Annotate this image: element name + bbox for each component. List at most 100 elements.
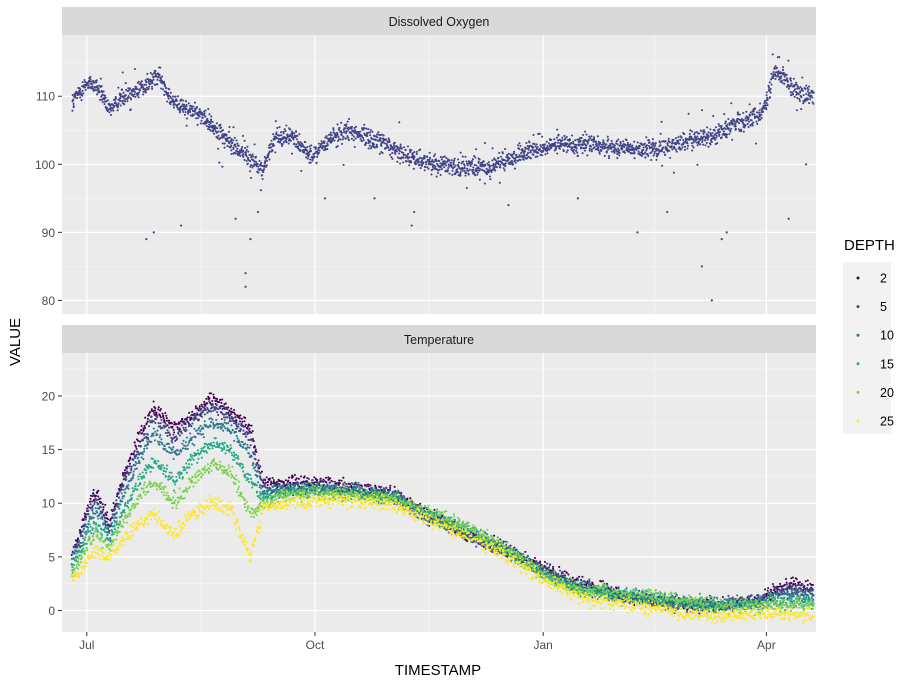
data-point xyxy=(490,169,492,171)
data-point xyxy=(543,146,545,148)
data-point xyxy=(217,148,219,150)
data-point xyxy=(306,146,308,148)
data-point xyxy=(711,135,713,137)
data-point xyxy=(599,142,601,144)
data-point xyxy=(576,152,578,154)
data-point xyxy=(156,79,158,81)
data-point xyxy=(154,70,156,72)
data-point xyxy=(221,399,223,401)
data-point xyxy=(641,152,643,154)
data-point xyxy=(289,129,291,131)
data-point xyxy=(752,124,754,126)
data-point xyxy=(351,126,353,128)
data-point xyxy=(744,124,746,126)
data-point xyxy=(647,153,649,155)
data-point xyxy=(270,146,272,148)
data-point xyxy=(304,141,306,143)
data-point xyxy=(341,132,343,134)
data-point xyxy=(179,108,181,110)
data-point xyxy=(698,612,700,614)
data-point xyxy=(258,160,260,162)
data-point xyxy=(208,400,210,402)
data-point xyxy=(573,149,575,151)
data-point xyxy=(239,420,241,422)
data-point xyxy=(241,418,243,420)
data-point xyxy=(87,513,89,515)
data-point xyxy=(491,159,493,161)
data-point xyxy=(629,143,631,145)
data-point xyxy=(691,149,693,151)
data-point xyxy=(77,537,79,539)
data-point xyxy=(649,141,651,143)
data-point xyxy=(684,149,686,151)
data-point xyxy=(319,479,321,481)
data-point xyxy=(499,166,501,168)
data-point xyxy=(516,549,518,551)
data-point xyxy=(775,75,777,77)
data-point xyxy=(558,566,560,568)
data-point xyxy=(767,587,769,589)
data-point xyxy=(591,150,593,152)
data-point xyxy=(348,139,350,141)
data-point xyxy=(300,170,302,172)
data-point xyxy=(464,165,466,167)
data-point xyxy=(122,484,124,486)
data-point xyxy=(812,103,814,105)
data-point xyxy=(246,427,248,429)
data-point xyxy=(433,509,435,511)
data-point xyxy=(134,450,136,452)
data-point xyxy=(186,117,188,119)
data-point xyxy=(248,428,250,430)
data-point xyxy=(497,157,499,159)
data-point xyxy=(326,484,328,486)
data-point xyxy=(212,410,214,412)
data-point xyxy=(120,93,122,95)
data-point xyxy=(660,121,662,123)
data-point xyxy=(276,481,278,483)
data-point xyxy=(133,452,135,454)
data-point xyxy=(753,113,755,115)
data-point xyxy=(642,149,644,151)
data-point xyxy=(181,418,183,420)
data-point xyxy=(602,580,604,582)
data-point xyxy=(484,142,486,144)
data-point xyxy=(398,121,400,123)
data-point xyxy=(187,416,189,418)
data-point xyxy=(214,409,216,411)
data-point xyxy=(205,109,207,111)
data-point xyxy=(186,125,188,127)
data-point xyxy=(563,135,565,137)
data-point xyxy=(573,152,575,154)
data-point xyxy=(129,463,131,465)
data-point xyxy=(394,142,396,144)
data-point xyxy=(799,100,801,102)
data-point xyxy=(429,152,431,154)
data-point xyxy=(722,596,724,598)
data-point xyxy=(288,142,290,144)
outlier-point xyxy=(413,211,415,213)
data-point xyxy=(163,417,165,419)
data-point xyxy=(347,129,349,131)
data-point xyxy=(216,137,218,139)
data-point xyxy=(246,433,248,435)
data-point xyxy=(479,170,481,172)
data-point xyxy=(189,111,191,113)
data-point xyxy=(92,505,94,507)
data-point xyxy=(716,142,718,144)
data-point xyxy=(182,427,184,429)
data-point xyxy=(790,77,792,79)
data-point xyxy=(246,146,248,148)
data-point xyxy=(390,156,392,158)
data-point xyxy=(160,408,162,410)
data-point xyxy=(483,160,485,162)
data-point xyxy=(668,150,670,152)
data-point xyxy=(164,412,166,414)
data-point xyxy=(92,492,94,494)
data-point xyxy=(284,130,286,132)
data-point xyxy=(648,139,650,141)
data-point xyxy=(327,140,329,142)
data-point xyxy=(195,117,197,119)
data-point xyxy=(336,132,338,134)
data-point xyxy=(341,134,343,136)
data-point xyxy=(147,433,149,435)
